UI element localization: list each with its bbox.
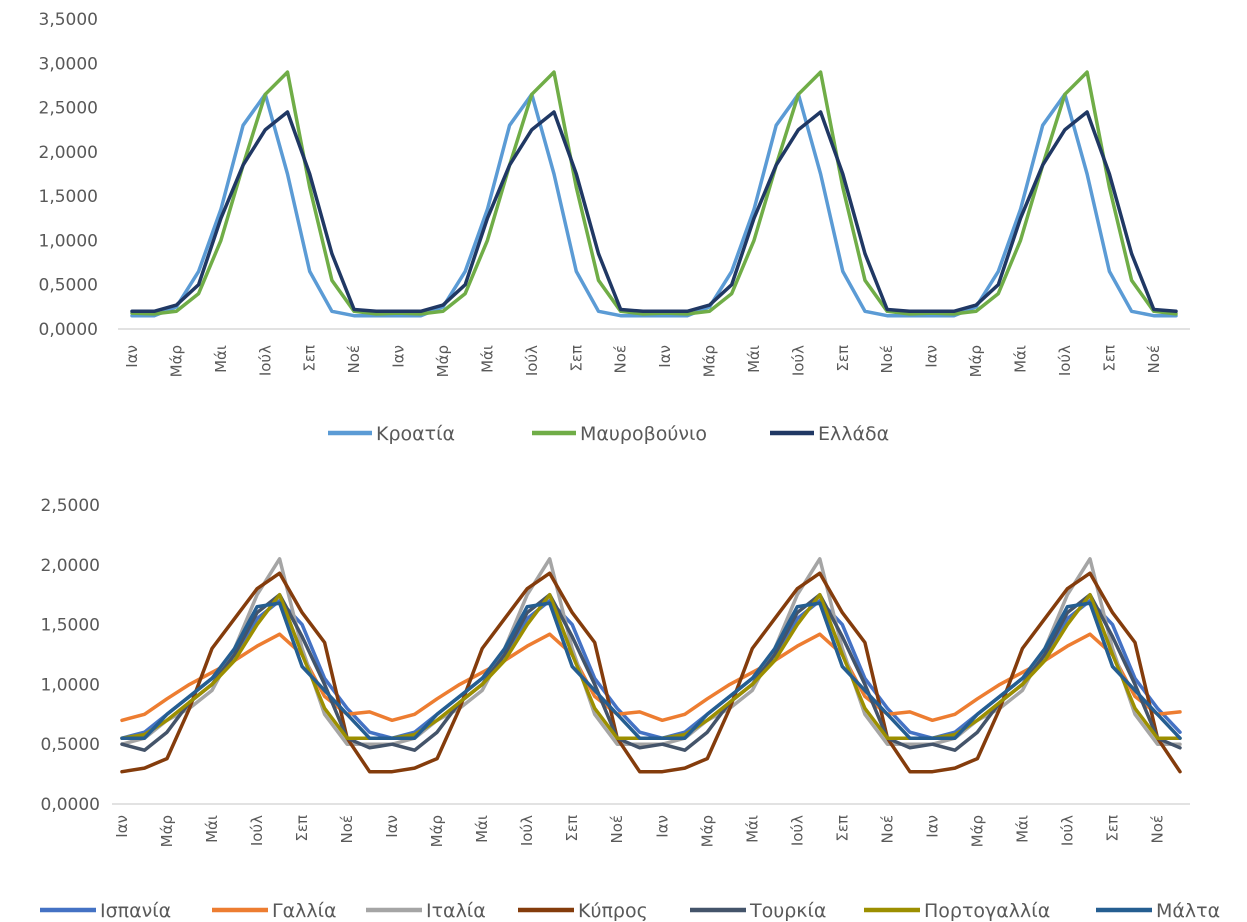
legend-label-ισπανία: Ισπανία [100,900,171,922]
x-tick-label: Ιούλ [789,345,807,376]
chart-top-tourism-seasonality: 0,0000 0,5000 1,0000 1,5000 2,0000 2,5000 3,00… [39,10,1190,445]
x-tick-label: Νοέ [612,345,630,374]
legend-label-γαλλία: Γαλλία [272,900,337,922]
x-tick-label: Ιούλ [788,815,806,846]
x-tick-label: Ιούλ [1058,815,1076,846]
legend-label-τουρκία: Τουρκία [749,900,826,922]
x-tick-label: Σεπ [301,345,319,372]
y-tick-label: 0,0000 [39,320,98,340]
x-tick-label: Μάρ [167,345,185,377]
chart-bottom-tourism-seasonality: 0,0000 0,5000 1,0000 1,5000 2,0000 2,5000 Ιαν Μ… [40,496,1220,922]
x-tick-label: Μάι [212,345,230,373]
y-tick-label: 3,5000 [39,10,98,30]
x-tick-label: Νοέ [878,345,896,374]
legend-label-πορτογαλλία: Πορτογαλλία [924,900,1050,922]
x-tick-label: Σεπ [567,345,585,372]
x-tick-label: Νοέ [608,815,626,844]
legend-label-μαυροβούνιο: Μαυροβούνιο [580,423,707,445]
y-tick-label: 2,0000 [41,556,100,576]
legend-label-κύπρος: Κύπρος [578,900,648,922]
y-tick-label: 1,5000 [39,187,98,207]
x-tick-label: Μάι [745,345,763,373]
x-tick-label: Ιούλ [518,815,536,846]
x-tick-label: Νοέ [1145,345,1163,374]
series-line-ιταλία [120,557,1182,746]
x-tick-label: Μάι [473,815,491,843]
y-tick-label: 0,0000 [41,795,100,815]
y-tick-label: 2,5000 [39,99,98,119]
series-line-μαυροβούνιο [130,70,1178,316]
x-tick-label: Σεπ [1103,815,1121,842]
x-tick-label: Μάρ [158,815,176,847]
x-tick-label: Μάρ [434,345,452,377]
y-tick-label: 0,5000 [41,735,100,755]
series-line-κροατία [130,92,1178,318]
x-tick-label: Σεπ [293,815,311,842]
series-line-ελλάδα [130,110,1178,314]
x-tick-label: Ιαν [923,815,941,838]
x-tick-label: Σεπ [834,345,852,372]
x-tick-label: Ιαν [923,345,941,368]
x-tick-label: Ιαν [113,815,131,838]
x-tick-label: Μάρ [701,345,719,377]
legend-label-ελλάδα: Ελλάδα [818,423,889,445]
x-tick-label: Ιούλ [523,345,541,376]
x-tick-label: Ιαν [123,345,141,368]
x-tick-label: Ιαν [653,815,671,838]
x-tick-label: Μάι [743,815,761,843]
y-tick-label: 3,0000 [39,54,98,74]
y-tick-label: 1,0000 [39,231,98,251]
series-line-μάλτα [120,601,1182,740]
x-tick-label: Σεπ [563,815,581,842]
x-tick-label: Μάρ [428,815,446,847]
x-tick-label: Ιαν [383,815,401,838]
y-tick-label: 2,0000 [39,143,98,163]
x-tick-label: Ιούλ [248,815,266,846]
x-tick-label: Νοέ [338,815,356,844]
x-tick-label: Ιούλ [1056,345,1074,376]
legend-label-ιταλία: Ιταλία [426,900,486,922]
y-tick-label: 0,5000 [39,276,98,296]
x-tick-label: Μάρ [967,345,985,377]
x-tick-label: Σεπ [833,815,851,842]
x-tick-label: Ιαν [390,345,408,368]
x-tick-label: Ιούλ [256,345,274,376]
x-tick-label: Μάι [203,815,221,843]
x-tick-label: Σεπ [1100,345,1118,372]
x-tick-label: Νοέ [878,815,896,844]
x-tick-label: Νοέ [1148,815,1166,844]
x-tick-label: Μάι [478,345,496,373]
x-tick-label: Μάι [1013,815,1031,843]
legend-label-μάλτα: Μάλτα [1156,900,1220,922]
x-tick-label: Μάι [1012,345,1030,373]
x-tick-label: Μάρ [698,815,716,847]
y-tick-label: 1,5000 [41,616,100,636]
y-tick-label: 2,5000 [41,496,100,516]
x-tick-label: Ιαν [656,345,674,368]
y-tick-label: 1,0000 [41,675,100,695]
legend-label-κροατία: Κροατία [376,423,455,445]
x-tick-label: Μάρ [968,815,986,847]
x-tick-label: Νοέ [345,345,363,374]
